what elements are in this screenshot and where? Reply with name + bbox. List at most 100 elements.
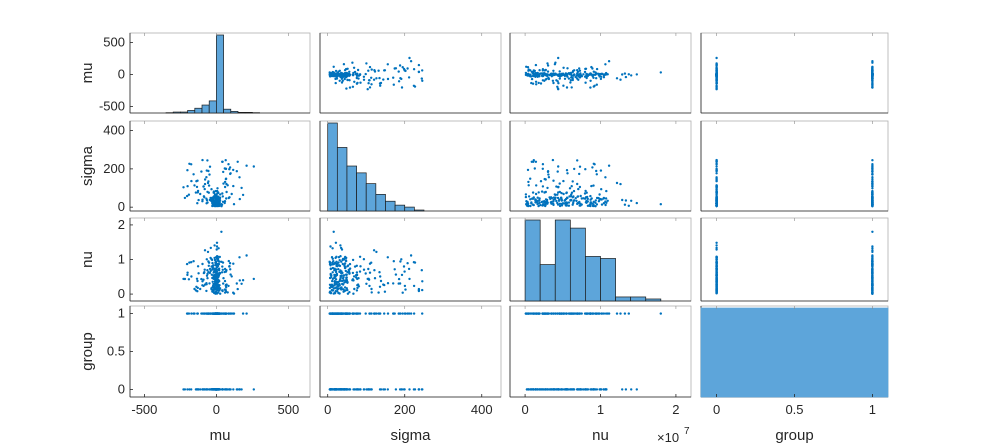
point-mu-sigma-244 [383, 69, 387, 72]
point-mu-sigma-193 [342, 62, 346, 66]
point-sigma-nu-253 [550, 201, 553, 205]
point-group-sigma-219 [330, 312, 334, 315]
point-nu-mu-184 [228, 265, 231, 268]
point-sigma-nu-153 [556, 196, 560, 200]
point-group-sigma-259 [345, 312, 348, 315]
panel-frame [509, 305, 692, 398]
point-group-mu-221 [193, 312, 196, 315]
point-mu-sigma-97 [348, 79, 351, 82]
point-mu-sigma-110 [372, 78, 376, 81]
point-mu-nu-227 [547, 77, 551, 81]
point-nu-mu-224 [210, 288, 213, 291]
point-sigma-nu-188 [604, 203, 607, 207]
point-sigma-nu-144 [568, 187, 572, 190]
point-mu-nu-45 [556, 85, 559, 89]
x-tick-label-nu-1: 1 [597, 402, 604, 417]
hist-bar-nu-4 [585, 256, 601, 302]
point-mu-nu-238 [635, 73, 638, 76]
x-axis-label-sigma: sigma [390, 427, 431, 444]
point-nu-sigma-40 [421, 280, 424, 283]
point-nu-group-211 [715, 284, 718, 287]
point-sigma-nu-250 [552, 196, 556, 199]
point-sigma-group-144 [871, 187, 874, 190]
point-mu-group-128 [871, 86, 874, 89]
point-sigma-nu-227 [547, 176, 551, 179]
point-nu-sigma-159 [344, 269, 347, 273]
y-axis-label-nu: nu [79, 251, 96, 268]
point-group-nu-238 [635, 388, 638, 391]
point-nu-mu-70 [206, 277, 209, 280]
point-nu-sigma-16 [353, 287, 356, 291]
point-sigma-nu-168 [577, 187, 580, 191]
point-nu-sigma-170 [367, 278, 371, 281]
point-mu-sigma-128 [348, 86, 352, 89]
panel-frame [700, 120, 889, 212]
point-mu-sigma-77 [398, 64, 402, 67]
point-sigma-nu-189 [571, 196, 574, 199]
point-nu-sigma-240 [356, 286, 359, 290]
point-group-mu-256 [218, 312, 221, 315]
point-sigma-nu-143 [524, 193, 528, 196]
point-mu-nu-70 [558, 77, 561, 80]
point-group-nu-257 [546, 388, 549, 391]
point-mu-group-244 [715, 69, 718, 72]
point-nu-mu-238 [215, 241, 219, 244]
panel-group-vs-nu [509, 305, 692, 398]
point-mu-group-241 [715, 62, 718, 65]
point-group-mu-232 [205, 388, 208, 391]
point-sigma-nu-258 [570, 193, 573, 196]
point-mu-nu-258 [570, 73, 573, 76]
point-nu-sigma-166 [356, 277, 359, 281]
point-group-nu-220 [550, 312, 554, 315]
point-mu-nu-183 [599, 72, 602, 76]
point-mu-sigma-146 [417, 63, 421, 67]
point-sigma-group-239 [871, 205, 874, 208]
point-sigma-mu-2 [222, 182, 225, 185]
point-nu-sigma-150 [331, 263, 334, 266]
point-mu-sigma-176 [370, 68, 373, 71]
point-nu-sigma-25 [358, 255, 362, 258]
point-group-nu-87 [536, 388, 539, 391]
point-sigma-mu-22 [232, 168, 235, 172]
point-group-nu-192 [602, 312, 606, 315]
point-nu-mu-155 [232, 262, 235, 265]
point-sigma-nu-22 [526, 168, 530, 172]
point-nu-sigma-193 [342, 279, 346, 282]
point-mu-nu-221 [535, 83, 538, 86]
point-group-sigma-228 [403, 388, 406, 391]
point-sigma-nu-125 [556, 203, 560, 206]
point-sigma-nu-210 [552, 200, 555, 203]
point-sigma-nu-176 [527, 184, 530, 187]
point-mu-nu-151 [623, 72, 627, 75]
hist-bar-mu-3 [187, 110, 196, 114]
point-nu-mu-135 [230, 275, 233, 278]
point-nu-sigma-114 [336, 262, 339, 266]
point-sigma-nu-186 [540, 200, 543, 204]
point-sigma-nu-16 [534, 192, 538, 196]
point-nu-group-249 [715, 292, 718, 295]
point-mu-nu-184 [584, 67, 588, 71]
point-nu-group-192 [871, 256, 874, 260]
point-sigma-mu-89 [223, 201, 226, 205]
point-mu-sigma-1 [348, 70, 351, 74]
point-nu-mu-180 [201, 262, 204, 266]
point-sigma-nu-195 [575, 199, 578, 203]
point-sigma-nu-24 [606, 199, 609, 202]
point-sigma-nu-183 [599, 197, 602, 201]
point-mu-sigma-210 [338, 69, 341, 73]
point-sigma-mu-16 [199, 192, 202, 196]
point-sigma-nu-85 [585, 191, 588, 194]
y-tick-label-mu-2: -500 [99, 99, 125, 114]
point-nu-group-233 [871, 264, 874, 267]
point-nu-sigma-257 [333, 282, 336, 286]
point-sigma-nu-256 [594, 199, 597, 202]
point-nu-sigma-107 [412, 284, 416, 288]
point-nu-mu-36 [218, 255, 221, 259]
point-sigma-nu-18 [604, 176, 607, 179]
point-sigma-nu-245 [565, 169, 569, 172]
x-axis-label-mu: mu [210, 427, 231, 444]
point-mu-sigma-218 [332, 65, 335, 69]
point-sigma-nu-140 [530, 160, 533, 163]
point-group-sigma-221 [370, 312, 373, 315]
point-nu-sigma-167 [377, 291, 380, 294]
